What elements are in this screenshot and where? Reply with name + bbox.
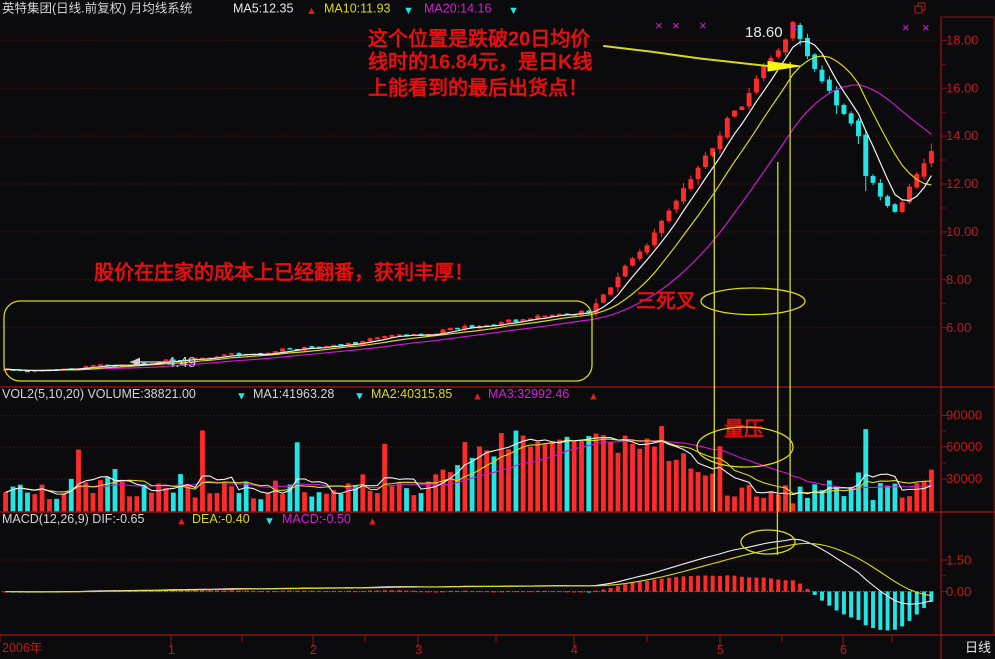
svg-text:×: × <box>699 18 707 33</box>
svg-text:×: × <box>672 18 680 33</box>
svg-text:14.00: 14.00 <box>946 128 979 143</box>
svg-text:1.50: 1.50 <box>946 553 971 568</box>
svg-text:4: 4 <box>571 643 578 657</box>
svg-text:英特集团(日线.前复权) 月均线系统: 英特集团(日线.前复权) 月均线系统 <box>2 1 192 16</box>
svg-text:8.00: 8.00 <box>946 272 971 287</box>
svg-text:×: × <box>922 20 930 35</box>
svg-text:×: × <box>655 18 663 33</box>
svg-text:1: 1 <box>168 643 175 657</box>
svg-text:▼: ▼ <box>403 5 414 17</box>
svg-text:▲: ▲ <box>306 5 317 17</box>
svg-text:这个位置是跌破20日均价: 这个位置是跌破20日均价 <box>368 27 591 51</box>
svg-text:MA3:32992.46: MA3:32992.46 <box>488 387 569 401</box>
svg-text:▼: ▼ <box>264 515 275 527</box>
svg-text:MA10:11.93: MA10:11.93 <box>324 2 391 16</box>
svg-text:▼: ▼ <box>508 5 519 17</box>
svg-text:MA5:12.35: MA5:12.35 <box>233 2 294 16</box>
svg-text:3: 3 <box>415 643 422 657</box>
svg-text:VOL2(5,10,20) VOLUME:38821.00: VOL2(5,10,20) VOLUME:38821.00 <box>2 387 196 401</box>
svg-text:18.00: 18.00 <box>946 33 979 48</box>
svg-text:90000: 90000 <box>946 408 982 423</box>
svg-text:量压: 量压 <box>724 417 764 440</box>
svg-text:MA1:41963.28: MA1:41963.28 <box>253 387 334 401</box>
svg-text:▲: ▲ <box>176 515 187 527</box>
svg-text:▼: ▼ <box>354 390 365 402</box>
svg-text:▲: ▲ <box>588 390 599 402</box>
svg-text:0.00: 0.00 <box>946 584 971 599</box>
svg-text:4.49: 4.49 <box>167 354 196 371</box>
svg-text:▼: ▼ <box>236 390 247 402</box>
svg-text:10.00: 10.00 <box>946 224 979 239</box>
svg-text:×: × <box>902 20 910 35</box>
svg-text:2: 2 <box>310 643 317 657</box>
svg-text:三死叉: 三死叉 <box>636 291 697 313</box>
svg-text:MA2:40315.85: MA2:40315.85 <box>371 387 452 401</box>
svg-text:日线: 日线 <box>965 640 991 655</box>
svg-text:▲: ▲ <box>472 390 483 402</box>
svg-text:MACD:-0.50: MACD:-0.50 <box>282 512 351 526</box>
svg-text:5: 5 <box>717 643 724 657</box>
svg-text:2006年: 2006年 <box>2 641 42 655</box>
svg-text:▲: ▲ <box>367 515 378 527</box>
svg-text:30000: 30000 <box>946 471 982 486</box>
svg-text:DEA:-0.40: DEA:-0.40 <box>192 512 250 526</box>
svg-text:×: × <box>790 20 798 35</box>
svg-text:上能看到的最后出货点！: 上能看到的最后出货点！ <box>368 75 588 99</box>
svg-text:6.00: 6.00 <box>946 320 971 335</box>
svg-text:MACD(12,26,9) DIF:-0.65: MACD(12,26,9) DIF:-0.65 <box>2 512 144 526</box>
svg-text:60000: 60000 <box>946 439 982 454</box>
svg-text:6: 6 <box>840 643 847 657</box>
svg-text:股价在庄家的成本上已经翻番，获利丰厚！: 股价在庄家的成本上已经翻番，获利丰厚！ <box>94 260 474 284</box>
svg-text:16.00: 16.00 <box>946 80 979 95</box>
svg-text:18.60: 18.60 <box>745 24 783 41</box>
svg-text:12.00: 12.00 <box>946 176 979 191</box>
svg-text:MA20:14.16: MA20:14.16 <box>424 2 491 16</box>
svg-text:线时的16.84元，是日K线: 线时的16.84元，是日K线 <box>368 49 593 73</box>
